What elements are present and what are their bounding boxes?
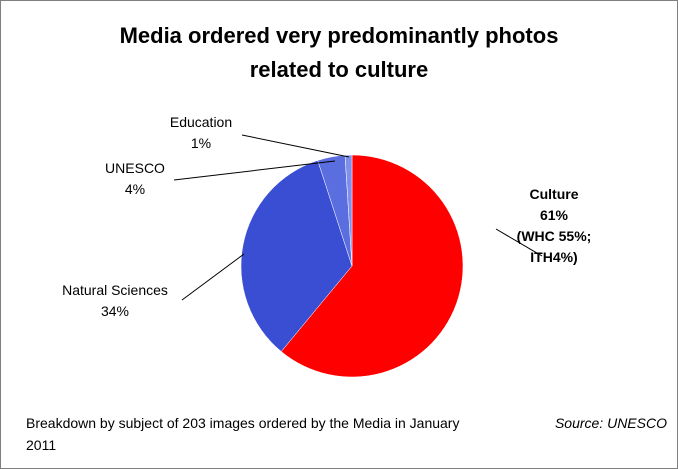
slice-label-culture: Culture 61% (WHC 55%; ITH4%)	[517, 186, 592, 265]
slice-label-line: 1%	[191, 135, 211, 151]
leader-line-unesco	[173, 160, 336, 181]
slice-label-line: Natural Sciences	[62, 282, 168, 298]
chart-title-line-2: related to culture	[249, 57, 429, 82]
slice-label-natural-sciences: Natural Sciences 34%	[62, 282, 168, 319]
slice-label-line: Education	[170, 114, 232, 130]
chart-source: Source: UNESCO	[554, 415, 667, 431]
chart-title: Media ordered very predominantly photos …	[1, 19, 677, 87]
leader-line-culture	[495, 228, 543, 257]
leader-line-natural-sciences	[181, 253, 245, 301]
leader-line-education	[241, 134, 350, 158]
slice-label-line: ITH4%)	[530, 249, 577, 265]
chart-footnote: Breakdown by subject of 203 images order…	[26, 415, 460, 453]
slice-label-line: Culture	[530, 186, 579, 202]
pie-slice-culture	[280, 154, 464, 378]
slice-label-unesco: UNESCO 4%	[105, 160, 165, 197]
slice-label-line: (WHC 55%;	[517, 228, 592, 244]
slice-label-education: Education 1%	[170, 114, 232, 151]
slice-label-line: 61%	[540, 207, 569, 223]
pie-slice-natural-sciences	[240, 160, 353, 352]
slice-label-line: UNESCO	[105, 160, 165, 176]
slice-label-line: 4%	[125, 181, 145, 197]
pie-slice-education	[344, 154, 353, 267]
chart-title-line-1: Media ordered very predominantly photos	[119, 23, 559, 48]
slice-label-line: 34%	[101, 303, 129, 319]
